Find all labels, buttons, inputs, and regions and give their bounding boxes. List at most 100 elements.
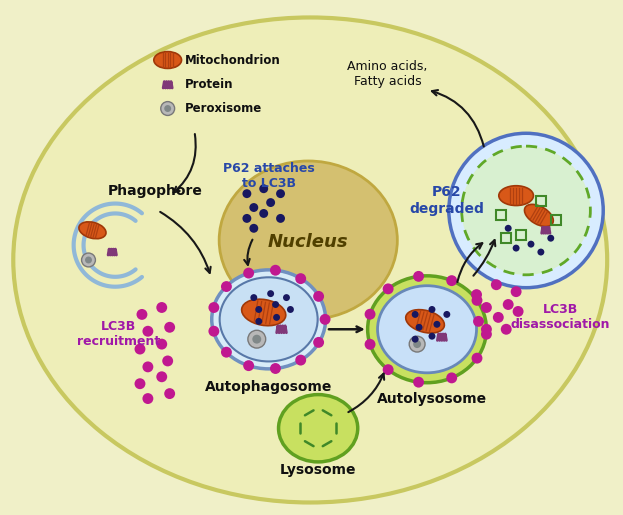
- Ellipse shape: [368, 276, 487, 383]
- Circle shape: [82, 253, 95, 267]
- Circle shape: [481, 302, 492, 313]
- Circle shape: [287, 306, 294, 313]
- Circle shape: [528, 241, 535, 248]
- Circle shape: [249, 224, 259, 233]
- Circle shape: [471, 289, 482, 300]
- Circle shape: [242, 214, 251, 223]
- Circle shape: [162, 355, 173, 366]
- Bar: [551, 215, 561, 226]
- Circle shape: [243, 360, 254, 371]
- Circle shape: [320, 314, 331, 325]
- Ellipse shape: [219, 161, 397, 319]
- Bar: [516, 230, 526, 240]
- Circle shape: [276, 214, 285, 223]
- Circle shape: [266, 198, 275, 207]
- Text: Autolysosome: Autolysosome: [377, 391, 487, 405]
- Circle shape: [513, 306, 523, 317]
- Ellipse shape: [79, 222, 106, 239]
- Circle shape: [259, 184, 268, 193]
- Ellipse shape: [406, 310, 444, 333]
- Circle shape: [164, 105, 171, 112]
- Circle shape: [481, 324, 492, 335]
- Circle shape: [462, 146, 591, 275]
- Text: P62
degraded: P62 degraded: [409, 185, 484, 216]
- Ellipse shape: [242, 299, 286, 325]
- Circle shape: [135, 378, 145, 389]
- Circle shape: [143, 326, 153, 337]
- Circle shape: [243, 268, 254, 279]
- Text: Lysosome: Lysosome: [280, 463, 356, 477]
- Circle shape: [547, 235, 554, 242]
- Circle shape: [85, 256, 92, 264]
- Circle shape: [164, 322, 175, 333]
- Circle shape: [429, 306, 435, 313]
- Circle shape: [267, 290, 274, 297]
- Circle shape: [272, 301, 279, 308]
- Circle shape: [313, 337, 324, 348]
- Circle shape: [364, 309, 376, 320]
- Circle shape: [164, 388, 175, 399]
- Circle shape: [383, 364, 394, 375]
- Text: Autophagosome: Autophagosome: [205, 380, 332, 393]
- Circle shape: [416, 324, 422, 331]
- Ellipse shape: [378, 286, 477, 373]
- Circle shape: [221, 347, 232, 357]
- Circle shape: [270, 363, 281, 374]
- Text: P62 attaches
to LC3B: P62 attaches to LC3B: [223, 162, 315, 190]
- Text: Mitochondrion: Mitochondrion: [184, 54, 280, 66]
- Circle shape: [156, 371, 167, 382]
- Text: Nucleus: Nucleus: [268, 233, 348, 251]
- Circle shape: [444, 311, 450, 318]
- Ellipse shape: [154, 52, 181, 68]
- Ellipse shape: [499, 186, 533, 205]
- Circle shape: [409, 336, 425, 352]
- Text: Amino acids,
Fatty acids: Amino acids, Fatty acids: [347, 60, 427, 88]
- Circle shape: [143, 393, 153, 404]
- Circle shape: [143, 362, 153, 372]
- Circle shape: [255, 306, 262, 313]
- Circle shape: [364, 339, 376, 350]
- Circle shape: [242, 189, 251, 198]
- Circle shape: [250, 294, 257, 301]
- Circle shape: [429, 333, 435, 340]
- Circle shape: [273, 314, 280, 321]
- Circle shape: [283, 294, 290, 301]
- Circle shape: [413, 340, 421, 348]
- Circle shape: [255, 318, 262, 325]
- Circle shape: [412, 336, 419, 342]
- Bar: [536, 196, 546, 205]
- Circle shape: [513, 245, 520, 251]
- Ellipse shape: [13, 18, 607, 503]
- Circle shape: [412, 311, 419, 318]
- Circle shape: [538, 249, 545, 255]
- Circle shape: [511, 286, 521, 297]
- Circle shape: [383, 283, 394, 294]
- Circle shape: [270, 265, 281, 276]
- Circle shape: [248, 330, 265, 348]
- Circle shape: [221, 281, 232, 292]
- Text: LC3B
recruitment: LC3B recruitment: [77, 320, 160, 348]
- Circle shape: [413, 271, 424, 282]
- Circle shape: [295, 355, 306, 366]
- Ellipse shape: [525, 204, 553, 227]
- Circle shape: [434, 321, 440, 328]
- Circle shape: [135, 344, 145, 354]
- Circle shape: [413, 377, 424, 388]
- Circle shape: [446, 275, 457, 286]
- Circle shape: [449, 133, 603, 288]
- Circle shape: [136, 309, 148, 320]
- Circle shape: [481, 329, 492, 340]
- Text: Protein: Protein: [184, 78, 233, 91]
- Ellipse shape: [278, 394, 358, 462]
- Circle shape: [276, 189, 285, 198]
- Circle shape: [259, 209, 268, 218]
- Bar: [497, 211, 506, 220]
- Ellipse shape: [220, 277, 318, 362]
- Circle shape: [156, 339, 167, 350]
- Circle shape: [493, 312, 504, 323]
- Circle shape: [501, 324, 511, 335]
- Text: Peroxisome: Peroxisome: [184, 102, 262, 115]
- Circle shape: [446, 372, 457, 383]
- Bar: [502, 233, 511, 243]
- Circle shape: [473, 316, 484, 327]
